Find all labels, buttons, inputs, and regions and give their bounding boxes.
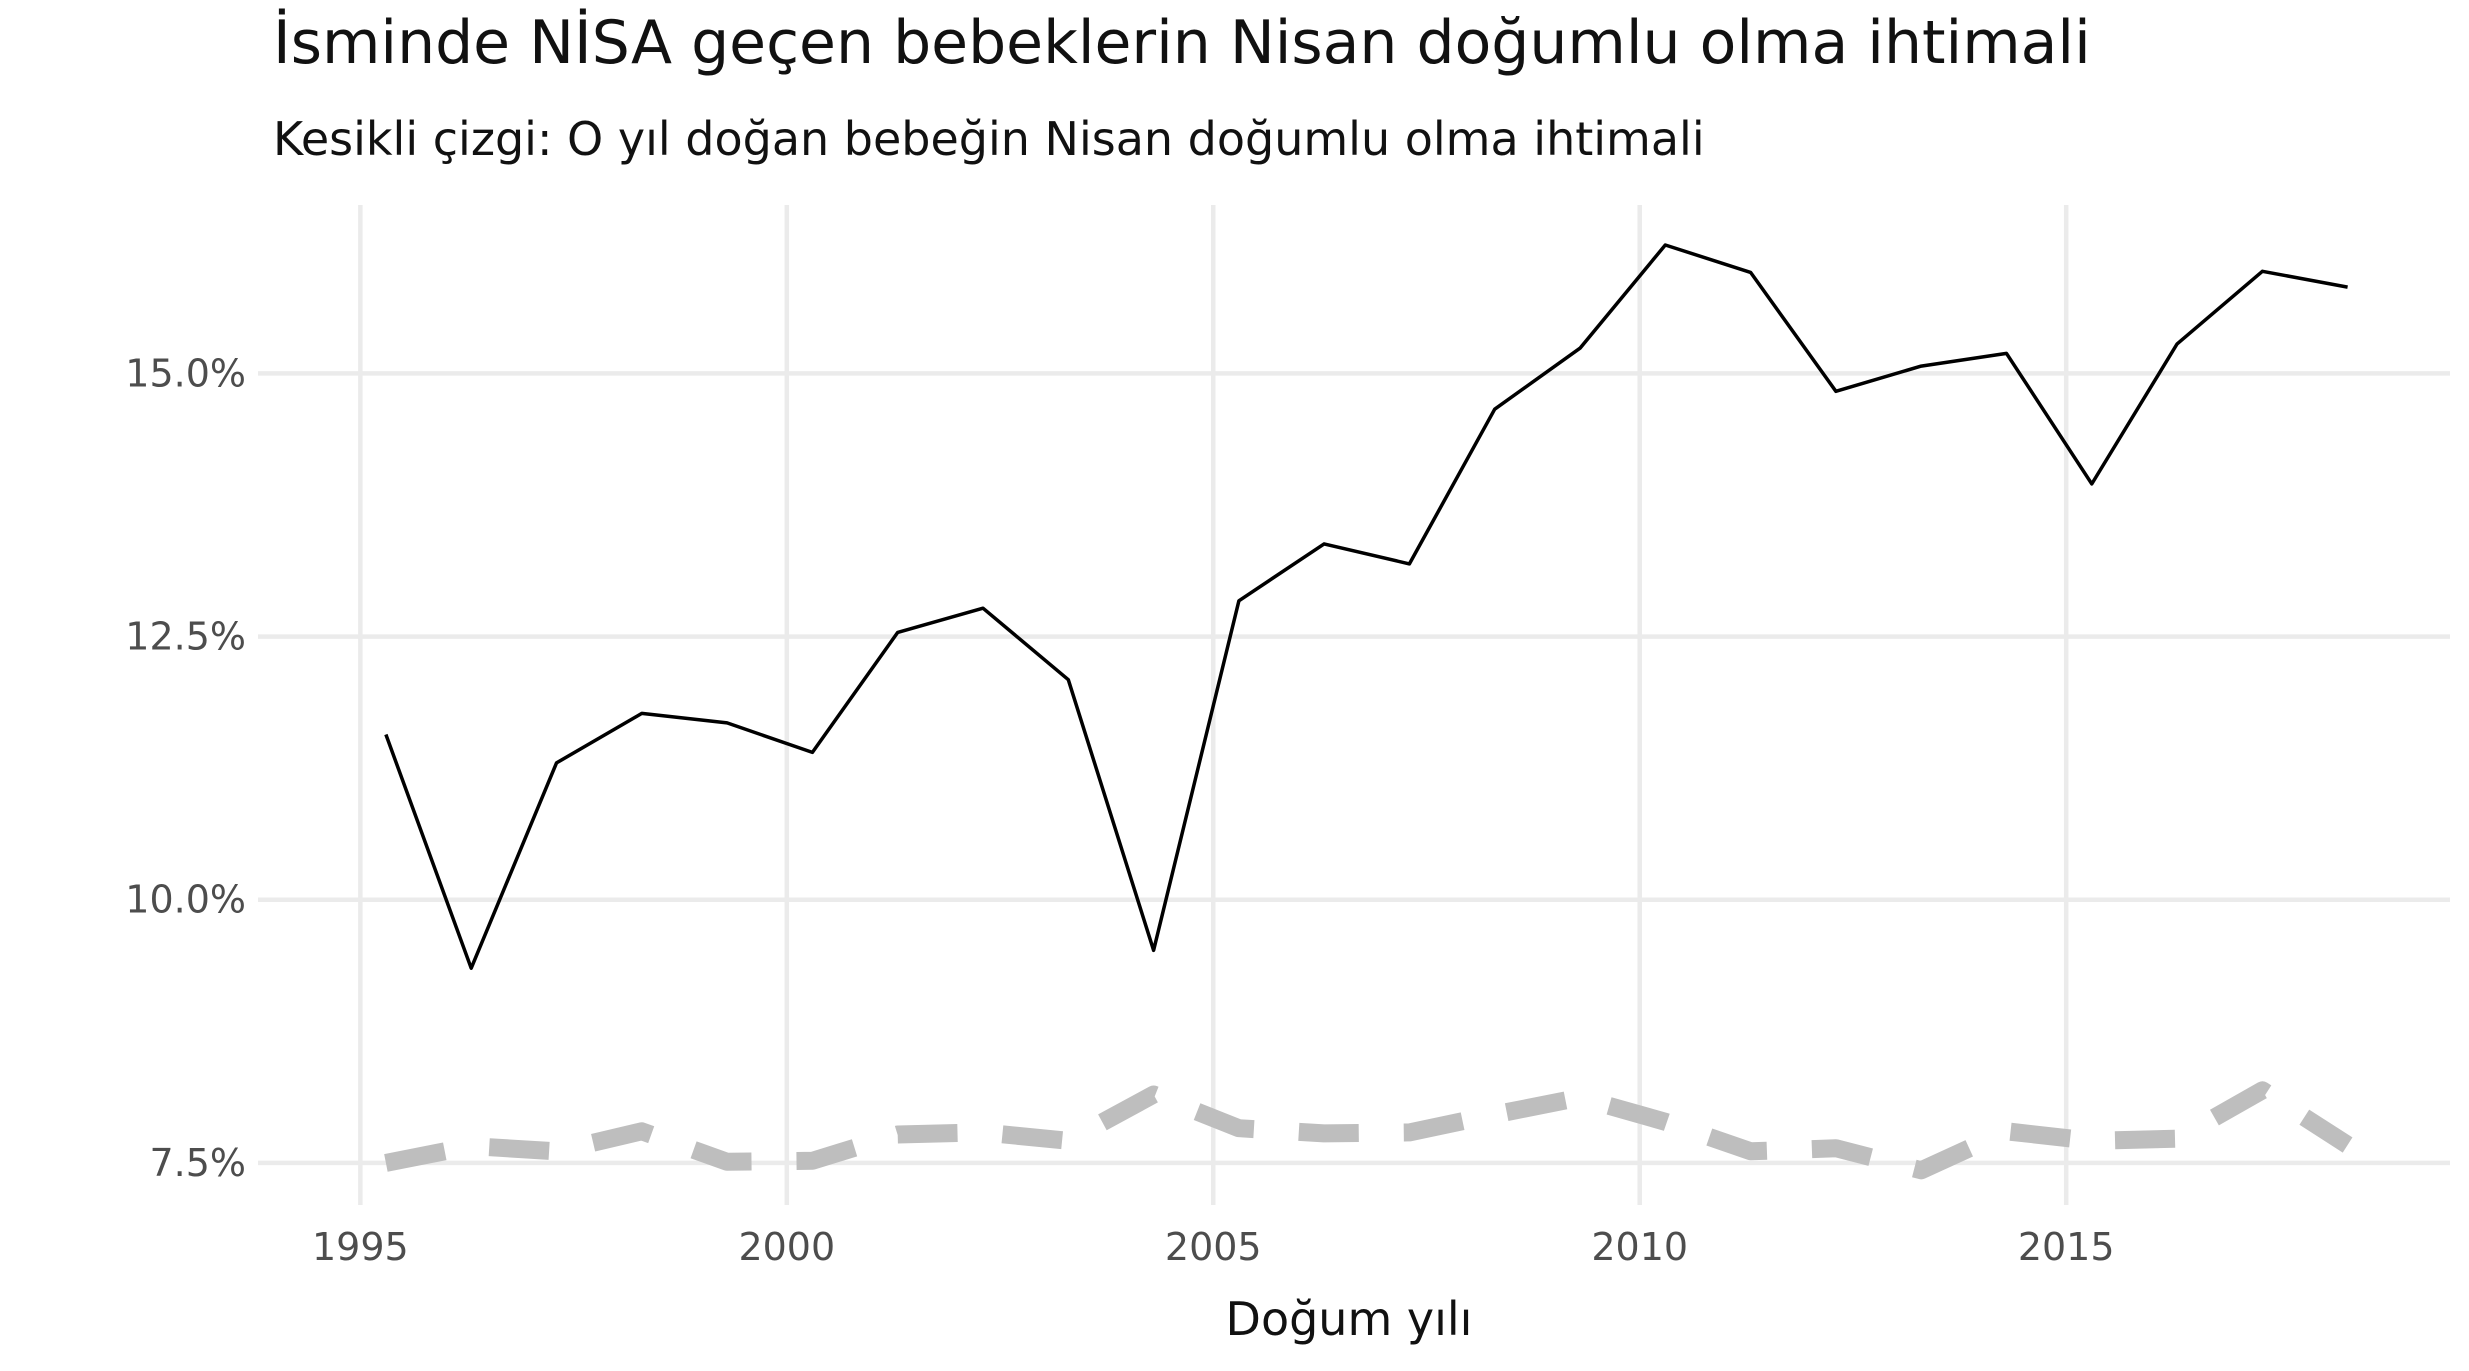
y-tick-label: 10.0%: [125, 878, 246, 922]
series-line-dashed: [384, 1081, 2353, 1180]
x-axis-title: Doğum yılı: [1226, 1292, 1473, 1346]
series-group: [384, 243, 2353, 1180]
chart-subtitle: Kesikli çizgi: O yıl doğan bebeğin Nisan…: [273, 112, 1705, 166]
grid: [258, 205, 2450, 1205]
chart-title: İsminde NİSA geçen bebeklerin Nisan doğu…: [273, 8, 2091, 78]
x-tick-label: 2000: [738, 1225, 835, 1269]
x-tick-label: 2015: [2018, 1225, 2115, 1269]
x-tick-label: 1995: [312, 1225, 409, 1269]
x-axis-ticks: 1995 2000 2005 2010 2015: [312, 1225, 2115, 1269]
x-tick-label: 2005: [1165, 1225, 1262, 1269]
y-tick-label: 12.5%: [125, 615, 246, 659]
series-line-solid: [384, 243, 2348, 970]
x-tick-label: 2010: [1591, 1225, 1688, 1269]
y-tick-label: 15.0%: [125, 351, 246, 395]
y-tick-label: 7.5%: [149, 1141, 246, 1185]
y-axis-ticks: 7.5% 10.0% 12.5% 15.0%: [125, 351, 246, 1184]
